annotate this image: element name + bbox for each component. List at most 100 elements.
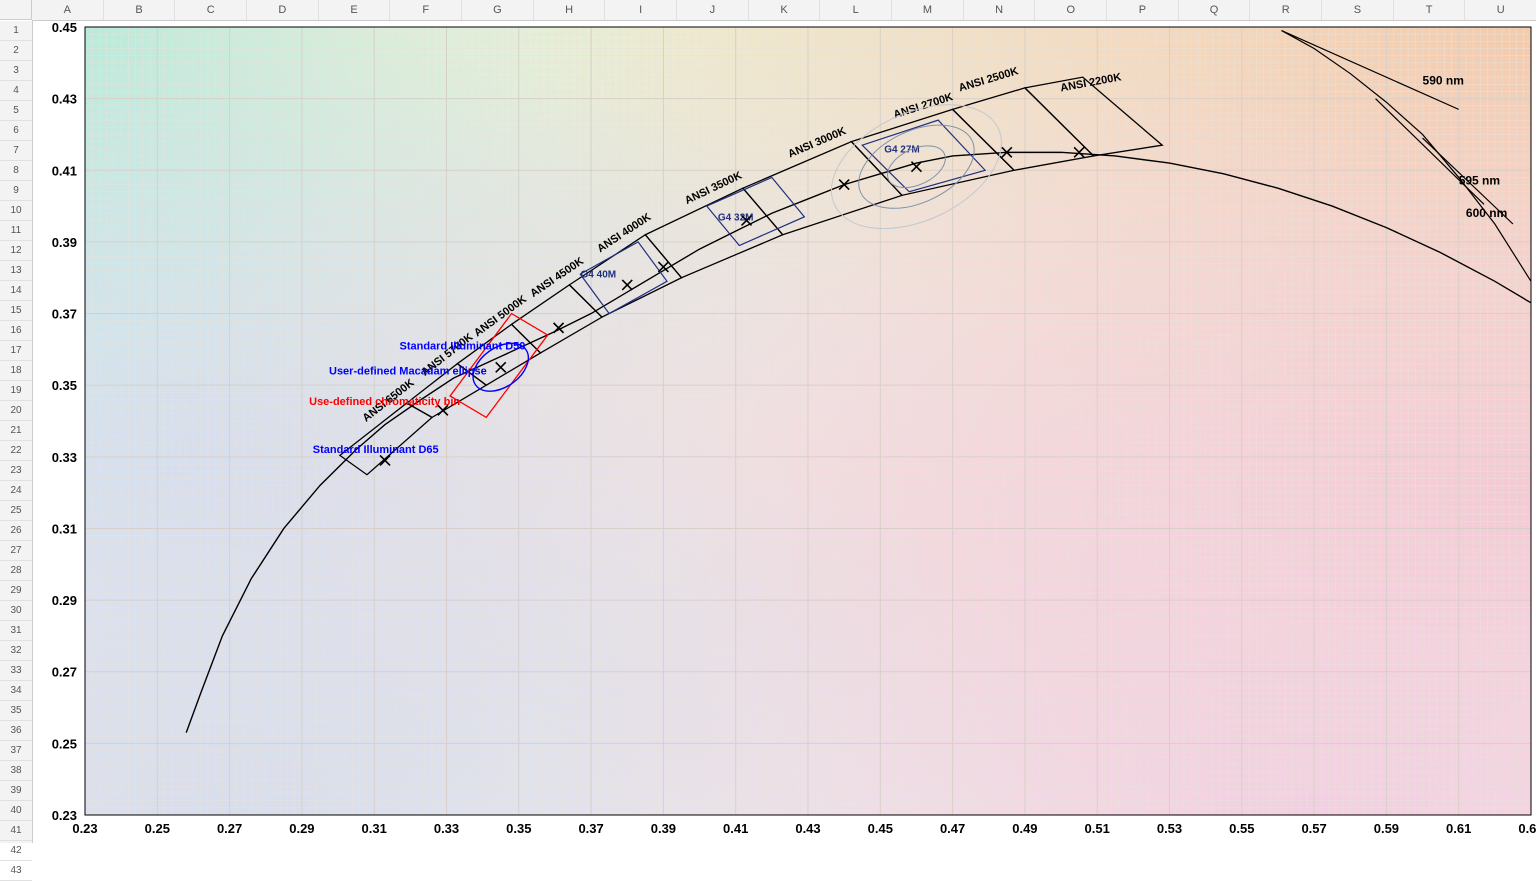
row-header[interactable]: 26 (0, 521, 32, 541)
column-header[interactable]: C (175, 0, 247, 20)
svg-text:0.45: 0.45 (868, 821, 893, 836)
column-header[interactable]: I (605, 0, 677, 20)
svg-text:0.23: 0.23 (72, 821, 97, 836)
row-header[interactable]: 20 (0, 401, 32, 421)
svg-text:0.47: 0.47 (940, 821, 965, 836)
row-header[interactable]: 31 (0, 621, 32, 641)
column-header[interactable]: D (247, 0, 319, 20)
svg-text:590 nm: 590 nm (1423, 73, 1464, 87)
column-header[interactable]: P (1107, 0, 1179, 20)
row-header[interactable]: 7 (0, 141, 32, 161)
column-header[interactable]: R (1250, 0, 1322, 20)
svg-text:0.51: 0.51 (1085, 821, 1110, 836)
svg-text:Standard Illuminant D65: Standard Illuminant D65 (313, 444, 439, 456)
column-header[interactable]: H (534, 0, 606, 20)
column-header[interactable]: A (32, 0, 104, 20)
row-header[interactable]: 11 (0, 221, 32, 241)
svg-text:0.29: 0.29 (52, 593, 77, 608)
svg-text:0.33: 0.33 (52, 450, 77, 465)
row-header[interactable]: 19 (0, 381, 32, 401)
row-header[interactable]: 4 (0, 81, 32, 101)
row-header[interactable]: 17 (0, 341, 32, 361)
row-header[interactable]: 29 (0, 581, 32, 601)
row-header[interactable]: 40 (0, 801, 32, 821)
column-header[interactable]: K (749, 0, 821, 20)
row-headers: 1234567891011121314151617181920212223242… (0, 21, 33, 843)
column-header[interactable]: F (390, 0, 462, 20)
row-header[interactable]: 6 (0, 121, 32, 141)
row-header[interactable]: 38 (0, 761, 32, 781)
row-header[interactable]: 15 (0, 301, 32, 321)
svg-text:0.41: 0.41 (52, 163, 77, 178)
svg-text:0.33: 0.33 (434, 821, 459, 836)
svg-text:595 nm: 595 nm (1459, 174, 1500, 188)
column-header[interactable]: Q (1179, 0, 1251, 20)
row-header[interactable]: 14 (0, 281, 32, 301)
row-header[interactable]: 27 (0, 541, 32, 561)
row-header[interactable]: 37 (0, 741, 32, 761)
spreadsheet-window: ABCDEFGHIJKLMNOPQRSTU 123456789101112131… (0, 0, 1536, 842)
row-header[interactable]: 25 (0, 501, 32, 521)
chart-area: 0.23 0.25 0.27 0.29 0.31 0.33 0.35 0.37 0.39 0.41… (33, 21, 1536, 843)
row-header[interactable]: 28 (0, 561, 32, 581)
svg-text:0.39: 0.39 (52, 235, 77, 250)
row-header[interactable]: 35 (0, 701, 32, 721)
svg-text:0.35: 0.35 (52, 378, 77, 393)
row-header[interactable]: 10 (0, 201, 32, 221)
column-header[interactable]: N (964, 0, 1036, 20)
column-header[interactable]: J (677, 0, 749, 20)
row-header[interactable]: 39 (0, 781, 32, 801)
svg-text:0.31: 0.31 (362, 821, 387, 836)
row-header[interactable]: 43 (0, 861, 32, 881)
svg-text:600 nm: 600 nm (1466, 206, 1507, 220)
svg-text:0.27: 0.27 (52, 665, 77, 680)
svg-text:0.43: 0.43 (795, 821, 820, 836)
svg-text:0.55: 0.55 (1229, 821, 1254, 836)
select-all-corner[interactable] (0, 0, 32, 20)
column-header[interactable]: E (319, 0, 391, 20)
column-header[interactable]: L (820, 0, 892, 20)
svg-text:0.49: 0.49 (1012, 821, 1037, 836)
row-header[interactable]: 8 (0, 161, 32, 181)
svg-text:0.31: 0.31 (52, 521, 77, 536)
svg-text:0.63: 0.63 (1518, 821, 1536, 836)
row-header[interactable]: 41 (0, 821, 32, 841)
row-header[interactable]: 23 (0, 461, 32, 481)
svg-text:0.25: 0.25 (52, 736, 77, 751)
row-header[interactable]: 32 (0, 641, 32, 661)
svg-text:0.23: 0.23 (52, 808, 77, 823)
row-header[interactable]: 12 (0, 241, 32, 261)
row-header[interactable]: 5 (0, 101, 32, 121)
row-header[interactable]: 33 (0, 661, 32, 681)
svg-text:0.41: 0.41 (723, 821, 748, 836)
column-header[interactable]: M (892, 0, 964, 20)
svg-text:User-defined Macadam ellipse: User-defined Macadam ellipse (329, 365, 487, 377)
row-header[interactable]: 22 (0, 441, 32, 461)
column-header[interactable]: S (1322, 0, 1394, 20)
row-header[interactable]: 9 (0, 181, 32, 201)
svg-text:0.27: 0.27 (217, 821, 242, 836)
row-header[interactable]: 34 (0, 681, 32, 701)
column-header[interactable]: O (1035, 0, 1107, 20)
svg-text:0.37: 0.37 (52, 307, 77, 322)
svg-text:0.53: 0.53 (1157, 821, 1182, 836)
column-header[interactable]: T (1394, 0, 1466, 20)
row-header[interactable]: 30 (0, 601, 32, 621)
row-header[interactable]: 24 (0, 481, 32, 501)
row-header[interactable]: 42 (0, 841, 32, 861)
row-header[interactable]: 36 (0, 721, 32, 741)
row-header[interactable]: 18 (0, 361, 32, 381)
column-header[interactable]: G (462, 0, 534, 20)
row-header[interactable]: 13 (0, 261, 32, 281)
column-header[interactable]: U (1465, 0, 1536, 20)
row-header[interactable]: 16 (0, 321, 32, 341)
row-header[interactable]: 21 (0, 421, 32, 441)
row-header[interactable]: 2 (0, 41, 32, 61)
svg-text:0.43: 0.43 (52, 92, 77, 107)
svg-text:Standard Illuminant D50: Standard Illuminant D50 (400, 340, 526, 352)
row-header[interactable]: 1 (0, 21, 32, 41)
row-header[interactable]: 3 (0, 61, 32, 81)
svg-text:Use-defined chromaticity bin: Use-defined chromaticity bin (309, 396, 460, 408)
svg-text:0.59: 0.59 (1374, 821, 1399, 836)
column-header[interactable]: B (104, 0, 176, 20)
